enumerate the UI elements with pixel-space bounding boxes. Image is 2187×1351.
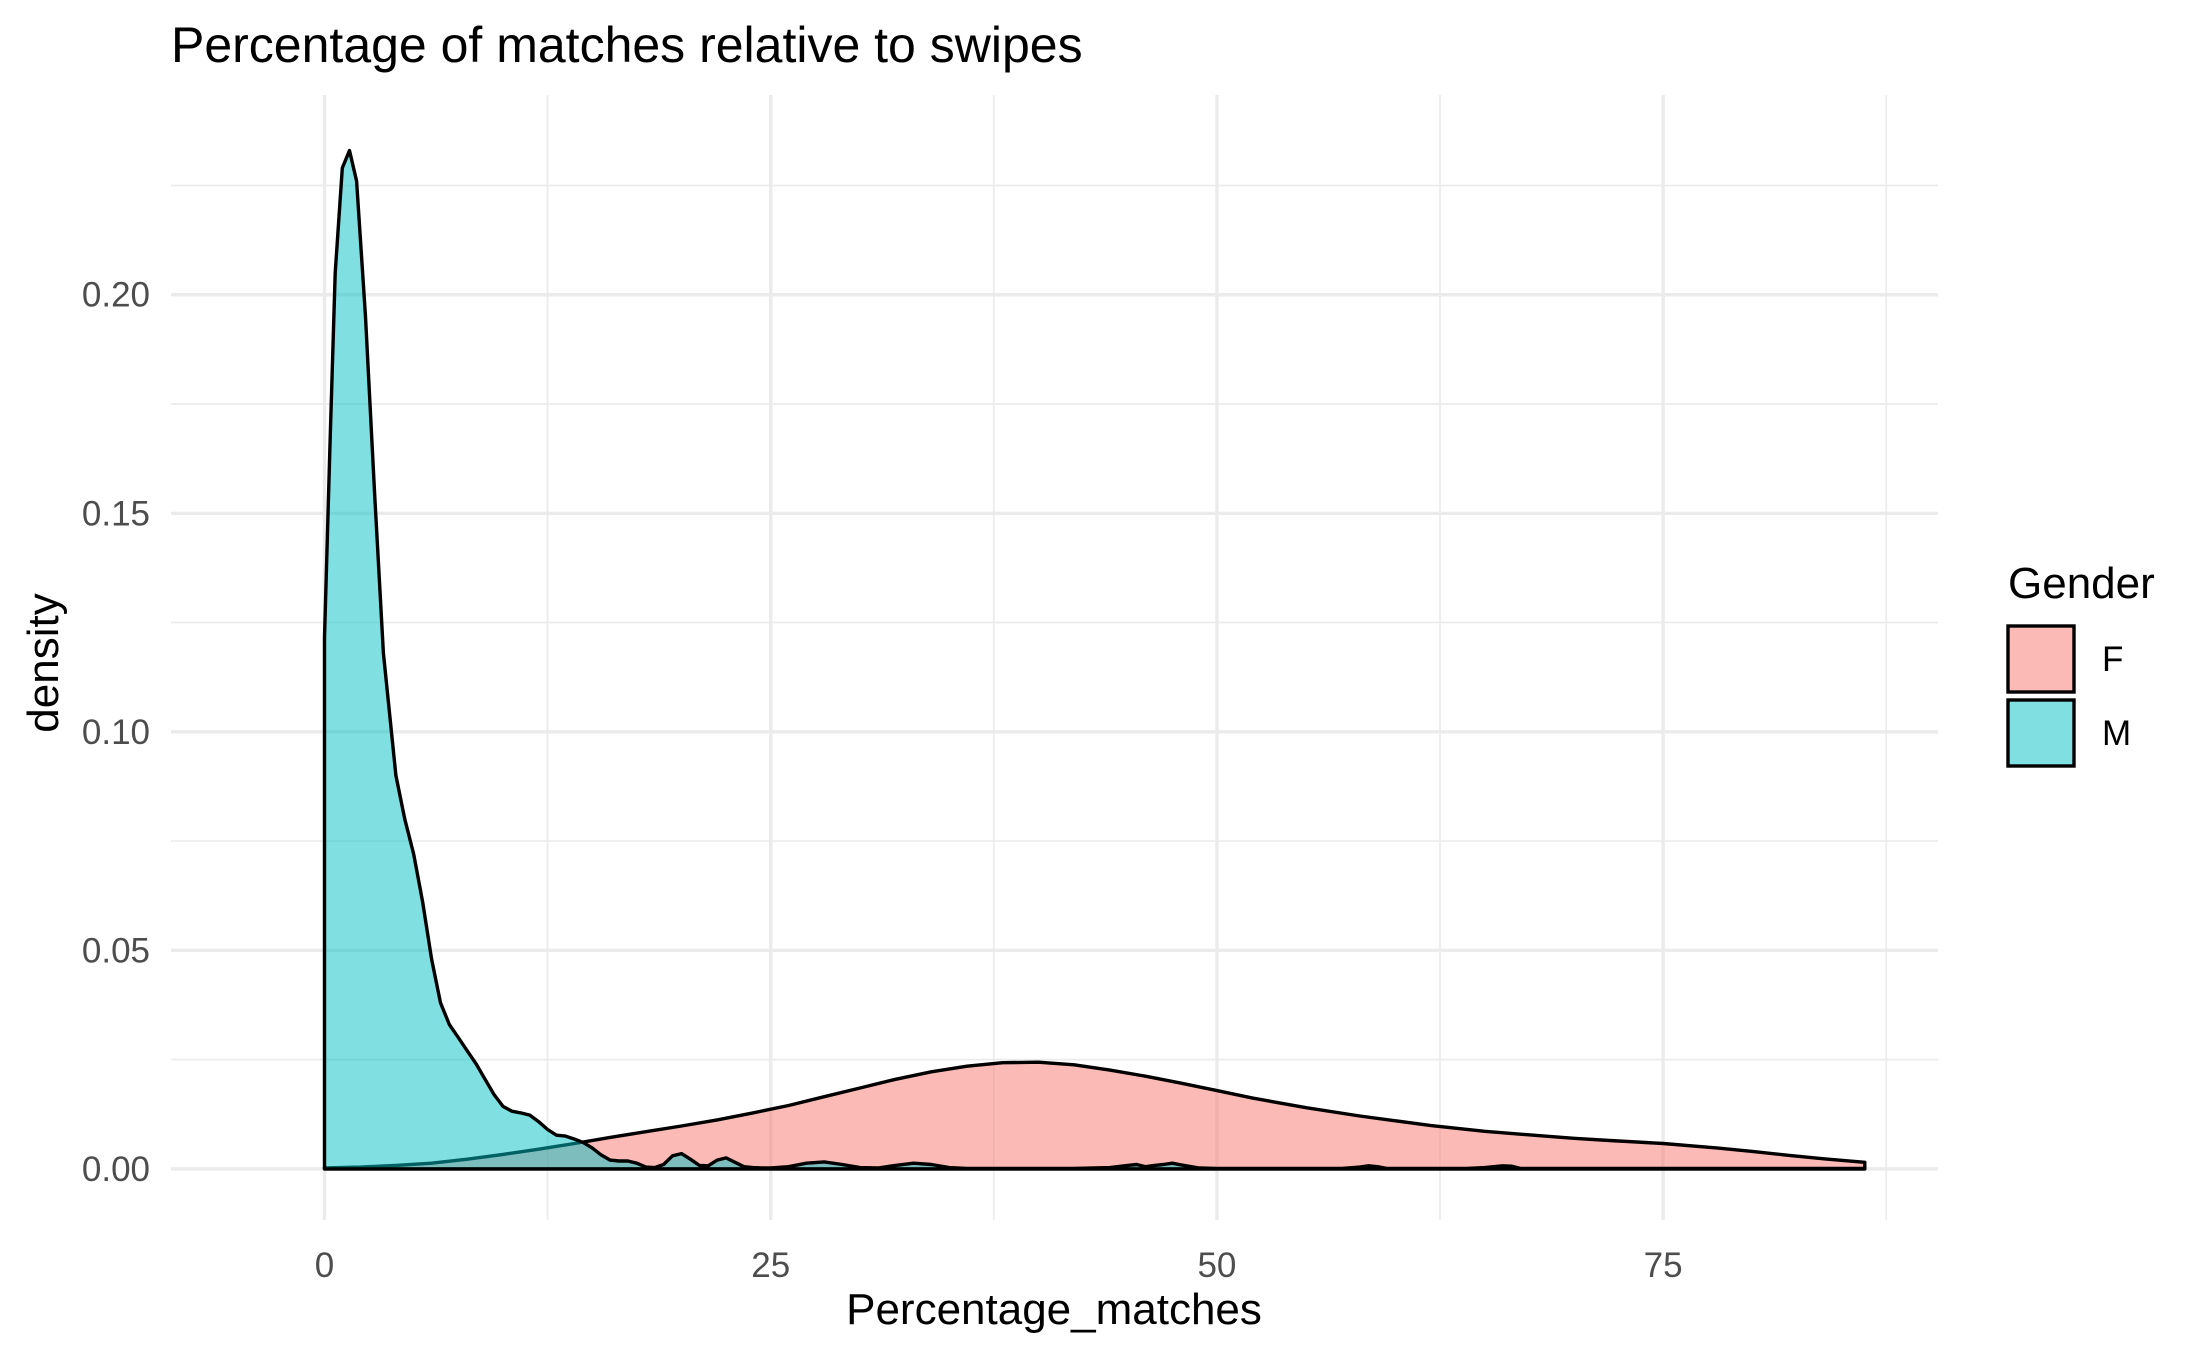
y-tick-label: 0.10 [82,713,150,752]
y-axis-title: density [19,593,68,732]
density-series [322,148,1867,1171]
legend-label-F: F [2102,640,2123,679]
x-axis-title: Percentage_matches [846,1285,1262,1334]
y-axis-ticks: 0.00 0.05 0.10 0.15 0.20 [82,276,150,1189]
x-tick-label: 0 [315,1246,334,1285]
legend-key-F [2006,624,2076,694]
y-tick-label: 0.00 [82,1150,150,1189]
y-tick-label: 0.15 [82,494,150,533]
x-tick-label: 75 [1644,1246,1683,1285]
y-tick-label: 0.20 [82,276,150,315]
chart-title: Percentage of matches relative to swipes [171,17,1083,73]
legend-key-M [2006,698,2076,768]
legend-label-M: M [2102,714,2131,753]
y-tick-label: 0.05 [82,931,150,970]
x-tick-label: 50 [1197,1246,1236,1285]
legend-title: Gender [2008,559,2155,608]
x-axis-ticks: 0 25 50 75 [315,1246,1683,1285]
density-area-M [322,148,1867,1171]
x-tick-label: 25 [751,1246,790,1285]
legend: Gender FM [2006,559,2155,768]
